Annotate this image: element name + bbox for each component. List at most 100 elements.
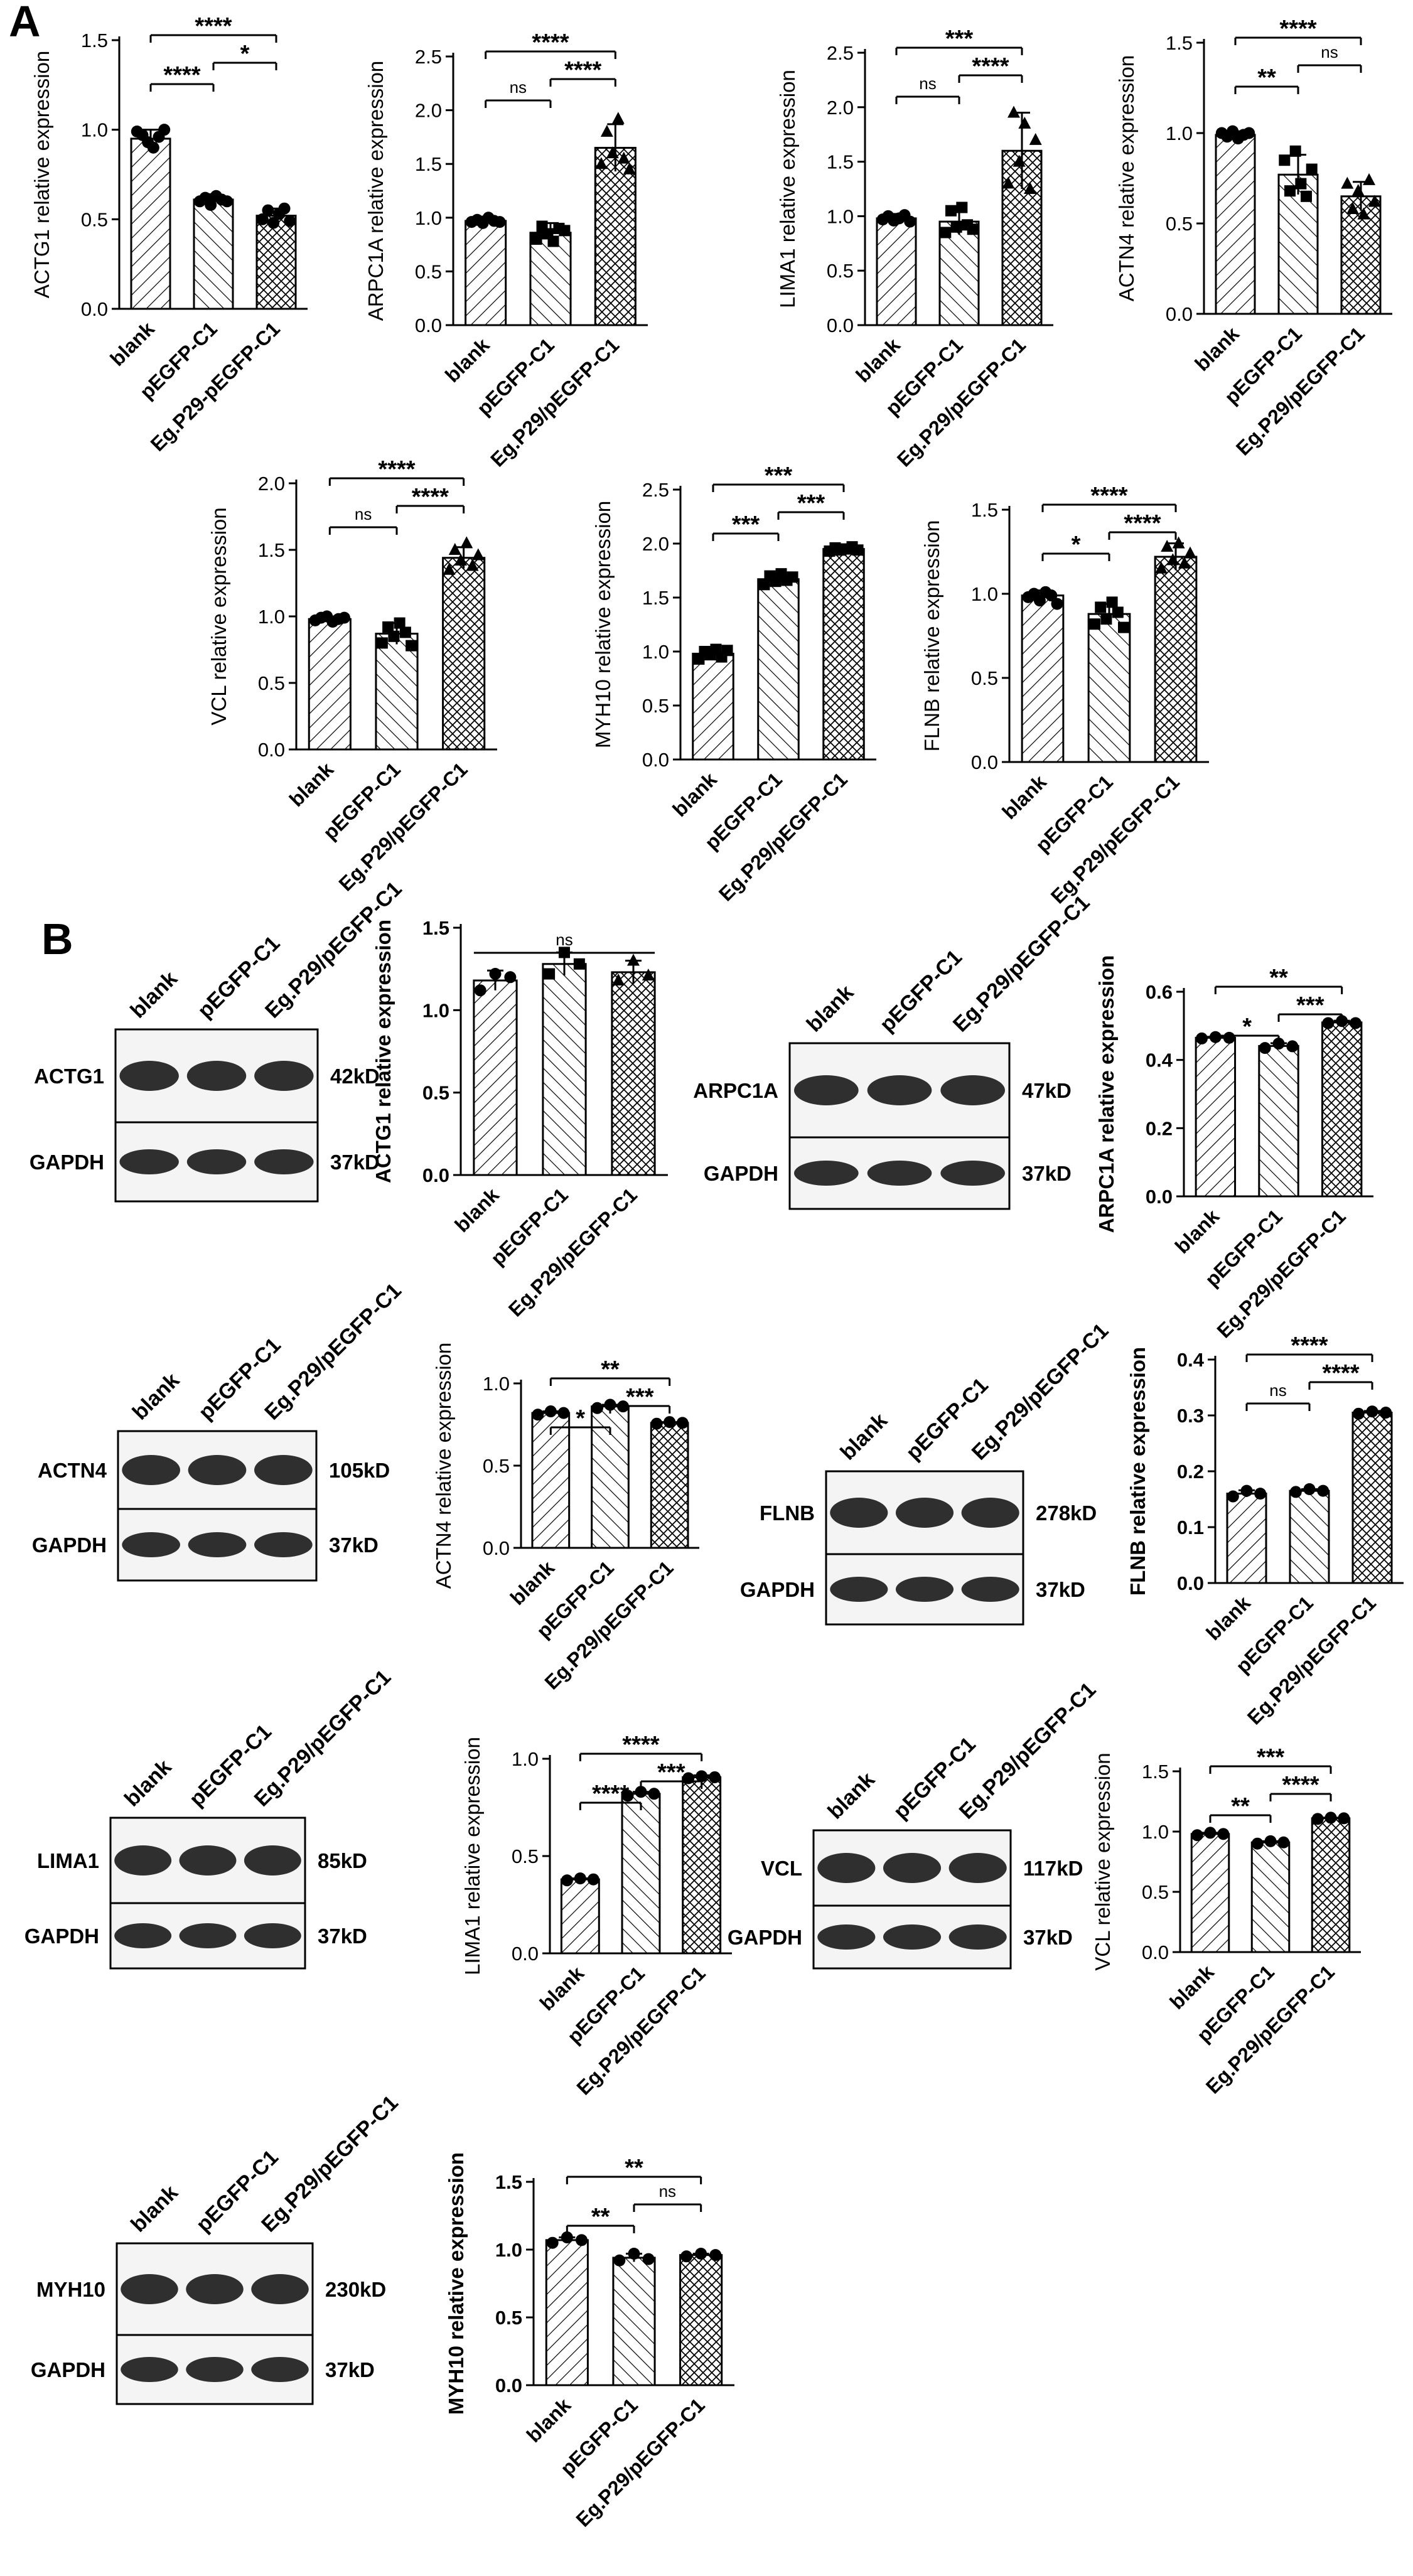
significance-label: *** — [945, 26, 974, 52]
protein-band — [119, 1061, 179, 1091]
data-point — [1380, 1407, 1392, 1419]
data-point — [1172, 536, 1185, 549]
data-point — [454, 553, 468, 566]
y-tick-label: 0.0 — [512, 1943, 539, 1965]
bar-chart-4: 0.0 0.5 1.0 1.5 ACTN4 relative expression bla… — [1115, 16, 1392, 460]
y-tick-label: 0.0 — [415, 314, 442, 336]
data-point — [709, 1771, 721, 1783]
data-point — [852, 544, 864, 556]
bar — [442, 557, 486, 751]
protein-band — [244, 1845, 301, 1876]
data-point — [1178, 556, 1191, 569]
protein-band — [940, 1075, 1005, 1105]
data-point — [474, 984, 486, 997]
data-point — [1217, 1828, 1230, 1840]
protein-name: VCL — [761, 1857, 802, 1880]
y-tick-label: 0.0 — [422, 1164, 449, 1186]
data-point — [547, 235, 559, 247]
bar — [938, 220, 980, 326]
significance-label: ** — [625, 2155, 643, 2181]
y-tick-label: 0.0 — [258, 739, 285, 761]
data-point — [1154, 561, 1168, 574]
molecular-weight: 47kD — [1022, 1079, 1072, 1102]
data-point — [1351, 184, 1365, 196]
data-point — [278, 202, 291, 215]
protein-band — [251, 2274, 309, 2304]
y-axis-title: LIMA1 relative expression — [461, 1737, 484, 1975]
bar-chart-7: 0.0 0.5 1.0 1.5 FLNB relative expression blan… — [920, 483, 1209, 908]
significance-label: *** — [657, 1759, 685, 1786]
significance-label: ** — [1269, 965, 1288, 991]
protein-band — [961, 1577, 1019, 1602]
y-tick-label: 0.5 — [258, 672, 285, 694]
significance-label: *** — [732, 512, 760, 538]
bar — [465, 220, 507, 326]
significance-label: **** — [378, 456, 415, 483]
bar — [682, 1776, 722, 1955]
data-point — [635, 1786, 647, 1798]
data-point — [1118, 621, 1130, 633]
data-point — [1357, 207, 1370, 220]
data-point — [561, 1874, 573, 1887]
data-point — [256, 213, 269, 225]
data-point — [504, 971, 517, 984]
bar — [1195, 1036, 1237, 1198]
bar — [560, 1878, 600, 1955]
y-tick-label: 1.0 — [415, 207, 442, 229]
protein-name: MYH10 — [36, 2278, 105, 2301]
y-tick-label: 1.0 — [483, 1373, 510, 1395]
category-label: blank — [285, 758, 338, 811]
y-tick-label: 2.5 — [642, 479, 669, 501]
data-point — [1303, 1483, 1316, 1495]
significance-label: ns — [1269, 1381, 1286, 1400]
data-point — [376, 637, 388, 649]
data-point — [587, 1873, 599, 1886]
y-tick-label: 0.5 — [81, 208, 108, 230]
data-point — [664, 1416, 676, 1429]
category-label: blank — [105, 317, 159, 370]
data-point — [621, 1790, 634, 1802]
y-tick-label: 0.0 — [827, 314, 854, 336]
y-tick-label: 1.0 — [1166, 122, 1193, 144]
data-point — [561, 2231, 573, 2244]
significance-label: **** — [972, 53, 1009, 80]
protein-name: FLNB — [760, 1501, 815, 1525]
molecular-weight: 278kD — [1036, 1501, 1097, 1525]
panel-label-b: B — [41, 915, 73, 963]
bar — [1215, 134, 1256, 315]
data-point — [338, 611, 350, 624]
y-tick-label: 0.0 — [642, 749, 669, 771]
bar — [255, 215, 297, 310]
significance-label: **** — [1322, 1360, 1359, 1387]
lane-label: blank — [128, 1368, 185, 1425]
data-point — [1013, 154, 1026, 167]
y-axis-title: ACTG1 relative expression — [30, 51, 53, 298]
data-point — [1277, 1836, 1290, 1849]
data-point — [466, 559, 479, 571]
category-label: blank — [522, 2393, 576, 2447]
y-tick-label: 0.0 — [1142, 1941, 1169, 1963]
data-point — [544, 968, 556, 980]
y-tick-label: 0.5 — [483, 1455, 510, 1477]
y-tick-label: 0.2 — [1146, 1117, 1173, 1139]
data-point — [1259, 1042, 1271, 1055]
protein-band — [179, 1923, 237, 1948]
significance-label: *** — [765, 463, 793, 489]
bar — [1311, 1817, 1351, 1953]
y-axis-title: ACTN4 relative expression — [432, 1343, 455, 1589]
data-point — [1223, 1031, 1235, 1044]
y-tick-label: 0.1 — [1177, 1516, 1204, 1538]
data-point — [530, 233, 542, 245]
category-label: blank — [441, 333, 494, 387]
protein-band — [179, 1845, 237, 1876]
data-point — [1341, 176, 1354, 189]
molecular-weight: 117kD — [1023, 1857, 1083, 1880]
data-point — [680, 2250, 693, 2263]
protein-band — [948, 1853, 1007, 1883]
data-point — [950, 221, 962, 233]
data-point — [1322, 1017, 1335, 1029]
